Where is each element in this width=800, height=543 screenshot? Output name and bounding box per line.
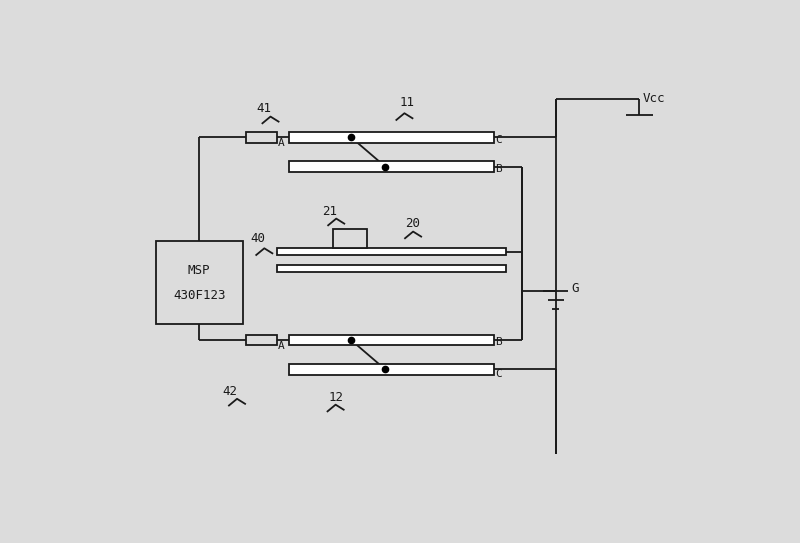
Bar	[246, 335, 277, 345]
Text: 40: 40	[250, 232, 266, 245]
Text: B: B	[495, 337, 502, 348]
Bar	[289, 161, 494, 172]
Bar	[289, 132, 494, 142]
Text: C: C	[495, 135, 502, 144]
Bar	[289, 335, 494, 345]
Bar	[333, 229, 366, 248]
Text: B: B	[495, 164, 502, 174]
Text: A: A	[278, 138, 285, 148]
Text: G: G	[571, 282, 578, 295]
Text: MSP: MSP	[188, 263, 210, 276]
Text: A: A	[278, 340, 285, 351]
Text: Vcc: Vcc	[642, 92, 665, 105]
Bar	[246, 132, 277, 142]
Text: C: C	[495, 369, 502, 378]
Text: 11: 11	[399, 96, 414, 109]
Text: 430F123: 430F123	[173, 289, 226, 301]
Bar	[289, 364, 494, 375]
Bar	[277, 248, 506, 255]
Text: 41: 41	[257, 102, 272, 115]
Text: 21: 21	[322, 205, 337, 218]
Bar	[277, 264, 506, 272]
Text: 12: 12	[328, 391, 343, 404]
Text: 42: 42	[222, 384, 238, 397]
Bar	[156, 241, 242, 324]
Text: 20: 20	[406, 217, 421, 230]
